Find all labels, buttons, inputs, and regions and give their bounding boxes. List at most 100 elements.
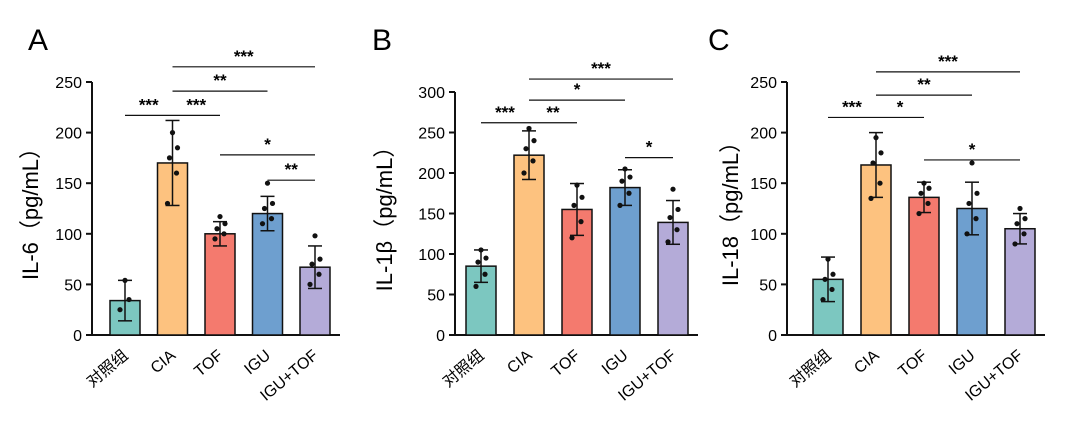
data-point bbox=[259, 221, 266, 227]
data-point bbox=[578, 219, 584, 225]
significance-label: *** bbox=[234, 47, 254, 66]
y-tick-label: 300 bbox=[418, 85, 445, 102]
panel-letter-c: C bbox=[708, 24, 730, 57]
x-category-label: CIA bbox=[148, 347, 180, 377]
data-point bbox=[969, 160, 975, 166]
y-tick-label: 250 bbox=[418, 126, 445, 143]
data-point bbox=[820, 296, 826, 303]
data-point bbox=[261, 205, 268, 212]
data-point bbox=[174, 145, 181, 151]
data-point bbox=[166, 155, 173, 161]
y-tick-label: 50 bbox=[759, 277, 777, 294]
data-point bbox=[212, 236, 218, 242]
data-point bbox=[317, 256, 323, 262]
y-tick-label: 250 bbox=[55, 75, 82, 92]
data-point bbox=[269, 200, 276, 207]
data-point bbox=[126, 296, 132, 303]
significance-label: * bbox=[264, 135, 271, 154]
data-point bbox=[1017, 205, 1023, 212]
data-point bbox=[916, 210, 922, 217]
data-point bbox=[925, 200, 931, 207]
data-point bbox=[966, 200, 972, 207]
x-category-label: TOF bbox=[548, 347, 583, 381]
data-point bbox=[825, 256, 831, 262]
data-point bbox=[1021, 231, 1027, 237]
y-tick-label: 50 bbox=[64, 277, 82, 294]
data-point bbox=[667, 214, 673, 221]
data-point bbox=[217, 213, 223, 220]
significance-label: *** bbox=[495, 103, 515, 122]
bar bbox=[1004, 227, 1036, 336]
y-tick-label: 0 bbox=[436, 328, 445, 345]
y-tick-label: 200 bbox=[55, 126, 82, 143]
data-point bbox=[222, 221, 228, 227]
data-point bbox=[873, 135, 879, 141]
data-point bbox=[530, 158, 536, 164]
significance-label: * bbox=[646, 138, 653, 157]
data-point bbox=[964, 231, 970, 237]
x-category-label: 对照组 bbox=[786, 346, 834, 391]
y-tick-label: 150 bbox=[55, 176, 82, 193]
data-point bbox=[531, 138, 537, 144]
data-point bbox=[674, 227, 680, 233]
data-point bbox=[264, 180, 271, 186]
data-point bbox=[173, 170, 180, 176]
data-point bbox=[617, 202, 623, 208]
data-point bbox=[921, 180, 927, 186]
significance-label: ** bbox=[285, 160, 299, 179]
x-category-label: TOF bbox=[895, 347, 930, 381]
data-point bbox=[665, 239, 671, 245]
data-point bbox=[1022, 216, 1028, 222]
data-point bbox=[822, 276, 828, 282]
x-category-label: IGU bbox=[241, 347, 274, 378]
y-tick-label: 0 bbox=[768, 328, 777, 345]
data-point bbox=[626, 190, 632, 196]
x-category-label: IGU bbox=[946, 347, 979, 378]
data-point bbox=[627, 174, 633, 180]
data-point bbox=[478, 247, 484, 253]
panel-c: C 0 50 100 150 200 250 IL-18（pg/mL） 对照组 CIA TOF IG… bbox=[708, 24, 1045, 405]
data-point bbox=[316, 271, 322, 277]
data-point bbox=[973, 216, 979, 222]
panel-b: B 0 50 100 150 200 250 300 IL-1β（pg/mL） 对照组 CIA TO… bbox=[372, 24, 698, 405]
bar bbox=[251, 212, 284, 336]
data-point bbox=[870, 160, 876, 166]
y-tick-label: 50 bbox=[427, 288, 445, 305]
data-point bbox=[164, 200, 171, 207]
significance-label: * bbox=[969, 140, 976, 159]
data-point bbox=[169, 130, 176, 136]
significance-label: ** bbox=[546, 103, 560, 122]
data-point bbox=[878, 150, 884, 156]
bar bbox=[908, 196, 940, 336]
bar bbox=[657, 221, 689, 336]
x-category-label: CIA bbox=[851, 347, 883, 377]
significance-label: ** bbox=[213, 71, 227, 90]
y-tick-label: 150 bbox=[418, 207, 445, 224]
data-point bbox=[974, 190, 980, 196]
x-category-label: 对照组 bbox=[439, 346, 487, 391]
significance-label: * bbox=[897, 97, 904, 116]
data-point bbox=[574, 182, 580, 188]
data-point bbox=[569, 235, 575, 241]
x-category-label: TOF bbox=[191, 347, 226, 381]
y-tick-label: 100 bbox=[418, 247, 445, 264]
y-axis-label: IL-18（pg/mL） bbox=[718, 131, 743, 286]
x-category-label: 对照组 bbox=[83, 346, 131, 391]
data-point bbox=[1014, 221, 1020, 227]
x-category-label: CIA bbox=[504, 347, 536, 377]
data-point bbox=[117, 307, 123, 313]
data-point bbox=[526, 125, 532, 132]
data-point bbox=[622, 166, 628, 172]
data-point bbox=[482, 271, 488, 277]
significance-label: *** bbox=[938, 52, 958, 71]
significance-label: *** bbox=[591, 59, 611, 78]
y-tick-label: 250 bbox=[750, 75, 777, 92]
data-point bbox=[877, 180, 883, 186]
data-point bbox=[579, 194, 585, 200]
bar bbox=[513, 154, 545, 336]
data-point bbox=[221, 231, 227, 237]
data-point bbox=[1012, 241, 1018, 247]
data-point bbox=[309, 261, 315, 267]
panel-a: A 0 50 100 150 200 250 IL-6（pg/mL） 对照组 CIA TOF IGU… bbox=[18, 24, 340, 405]
